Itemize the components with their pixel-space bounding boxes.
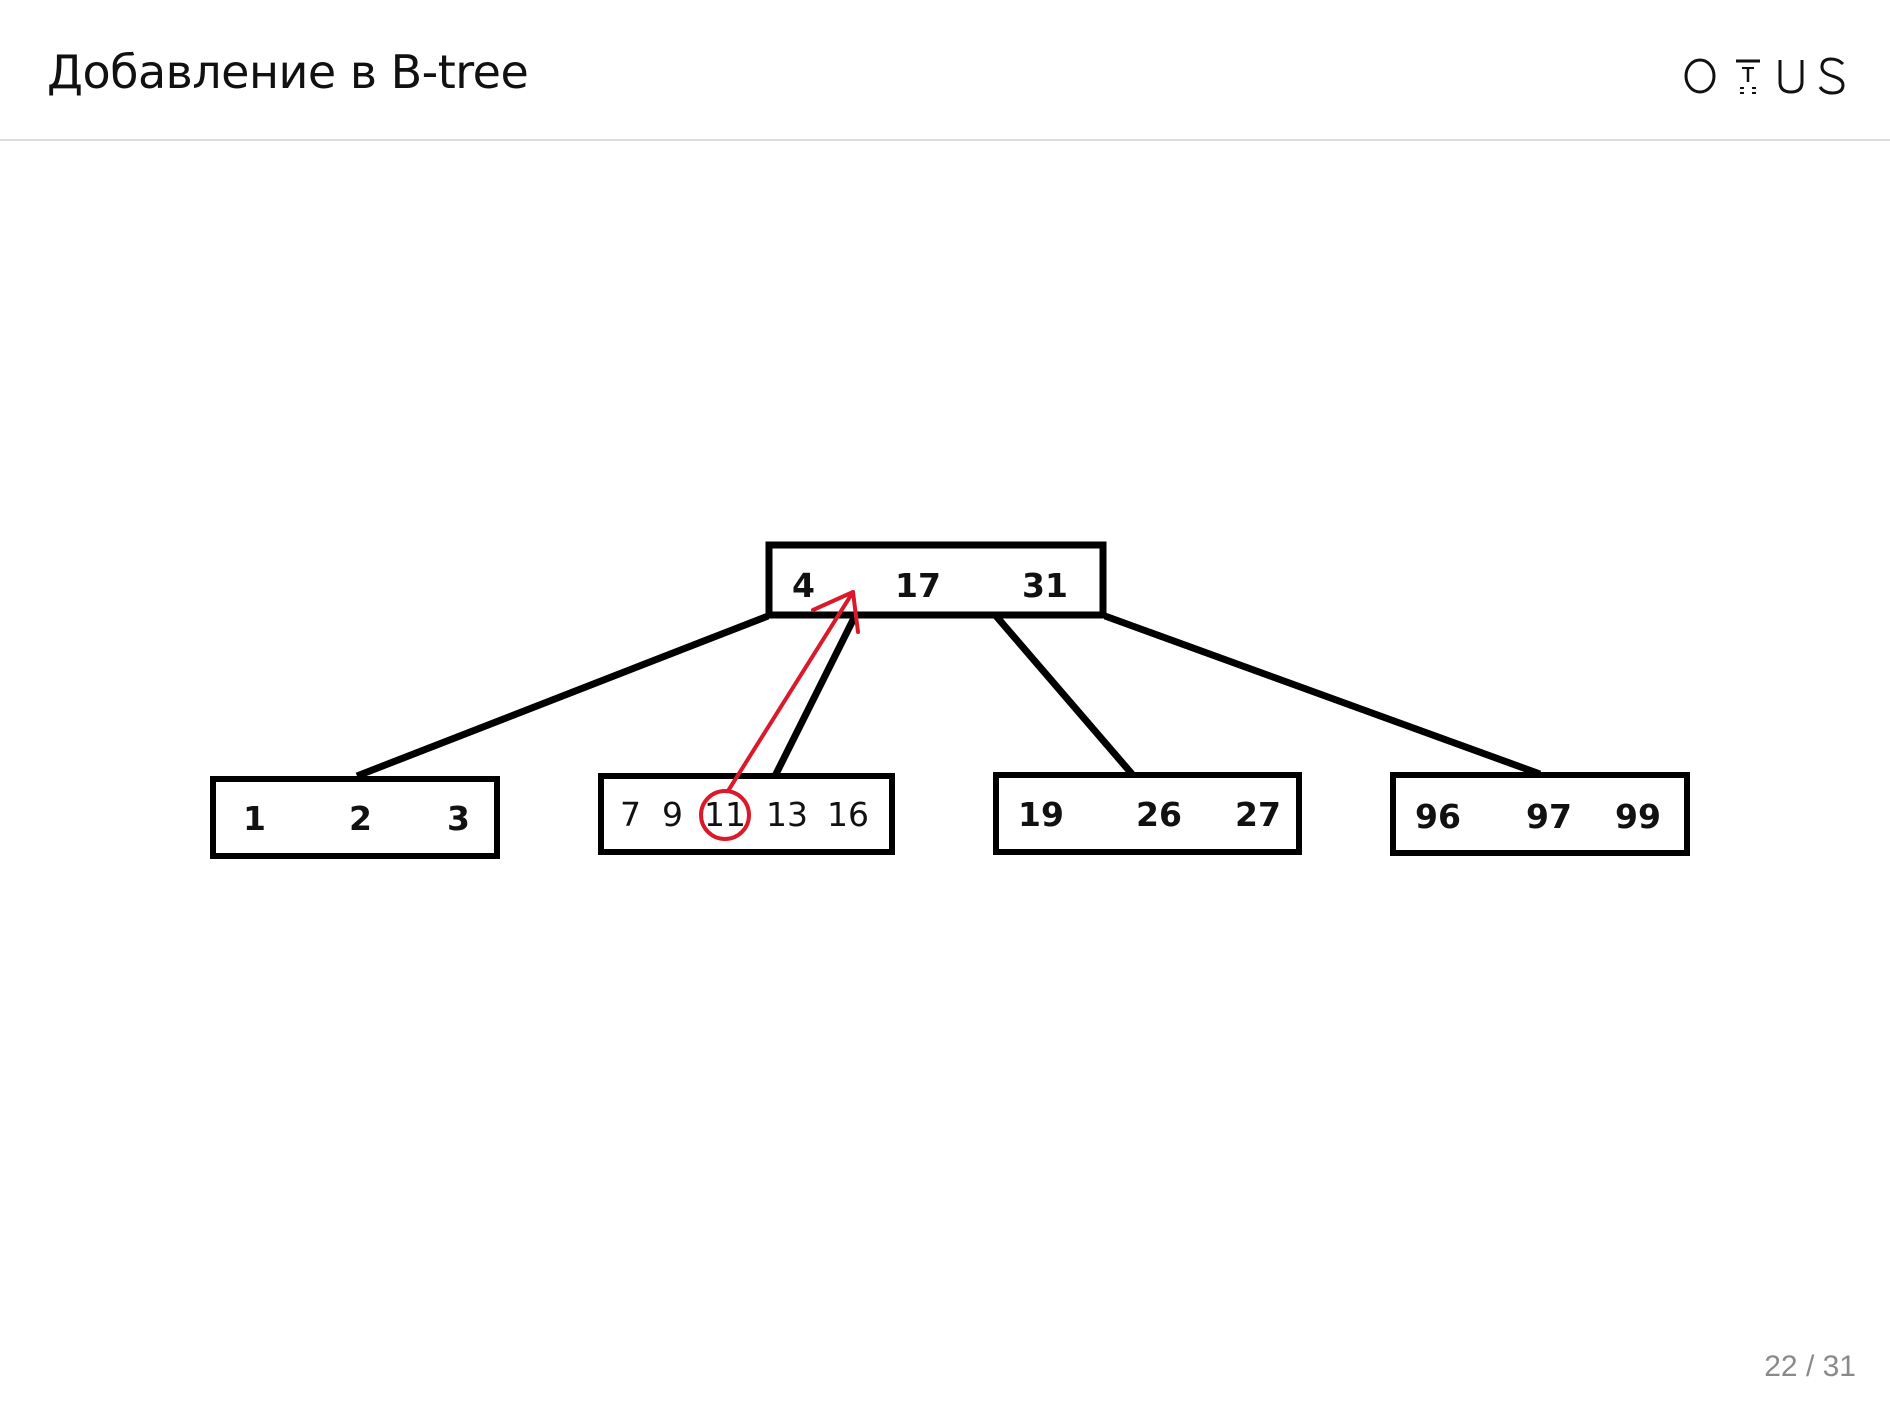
promotion-arrow (726, 590, 860, 793)
edge-root-leaf-1 (355, 612, 770, 780)
edge-root-leaf-4 (1103, 612, 1542, 778)
highlight-circle (699, 789, 751, 841)
leaf-node-2: 7 9 11 13 16 (598, 773, 895, 855)
leaf-2-key-4: 13 (766, 795, 808, 834)
edge-root-leaf-2 (771, 614, 859, 778)
leaf-2-key-5: 16 (827, 795, 869, 834)
leaf-node-4-box (1390, 772, 1690, 856)
leaf-node-3-box (993, 772, 1302, 855)
leaf-2-key-2: 9 (662, 795, 683, 834)
slide-header: Добавление в B-tree (0, 0, 1890, 141)
leaf-3-key-1: 19 (1018, 795, 1064, 834)
root-key-2: 17 (895, 566, 941, 605)
leaf-1-key-3: 3 (447, 799, 470, 838)
otus-logo (1684, 57, 1845, 95)
leaf-2-key-3: 11 (704, 795, 746, 834)
root-key-1: 4 (792, 566, 815, 605)
promotion-arrow-shaft (726, 590, 855, 793)
leaf-1-key-1: 1 (243, 799, 266, 838)
leaf-4-key-1: 96 (1415, 797, 1461, 836)
edge-root-leaf-3 (993, 613, 1135, 777)
tree-edges (355, 612, 1542, 780)
leaf-2-key-1: 7 (620, 795, 641, 834)
leaf-4-key-2: 97 (1526, 797, 1572, 836)
leaf-node-1-box (210, 776, 500, 859)
leaf-3-key-2: 26 (1136, 795, 1182, 834)
leaf-node-4: 96 97 99 (1390, 772, 1690, 856)
leaf-node-2-box (598, 773, 895, 855)
leaf-node-1: 1 2 3 (210, 776, 500, 859)
leaf-1-key-2: 2 (349, 799, 372, 838)
btree-diagram: 4 17 31 1 2 3 7 9 11 13 16 19 26 27 96 9… (210, 541, 1690, 859)
page-number: 22 / 31 (1764, 1350, 1856, 1383)
root-node: 4 17 31 (765, 541, 1107, 619)
leaf-3-key-3: 27 (1235, 795, 1281, 834)
slide-title: Добавление в B-tree (47, 45, 529, 99)
leaf-node-3: 19 26 27 (993, 772, 1302, 855)
root-key-3: 31 (1022, 566, 1068, 605)
leaf-4-key-3: 99 (1615, 797, 1661, 836)
promotion-arrow-head (811, 590, 860, 634)
